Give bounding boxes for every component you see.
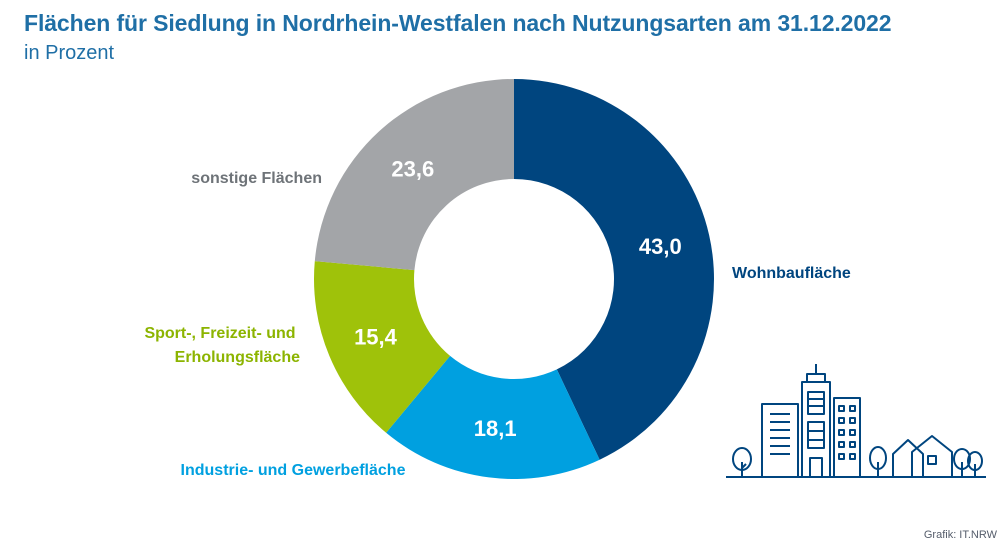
- category-label-sport-line1: Sport-, Freizeit- und: [144, 325, 295, 342]
- value-label-industrie: 18,1: [474, 416, 517, 441]
- slice-sonstige: [314, 79, 514, 271]
- category-label-industrie: Industrie- und Gewerbefläche: [181, 462, 406, 479]
- slice-values: 43,0 18,1 15,4 23,6: [354, 156, 682, 441]
- slice-industrie: [386, 355, 600, 479]
- value-label-wohnbau: 43,0: [639, 234, 682, 259]
- source-credit: Grafik: IT.NRW: [923, 529, 997, 541]
- category-label-sonstige: sonstige Flächen: [191, 170, 322, 187]
- donut-slices: [314, 79, 714, 479]
- chart-subtitle: in Prozent: [24, 42, 115, 64]
- value-label-sport: 15,4: [354, 325, 398, 350]
- category-label-sport: Sport-, Freizeit- und Erholungsfläche: [144, 325, 300, 366]
- city-skyline-icon: [726, 364, 986, 478]
- value-label-sonstige: 23,6: [391, 156, 434, 181]
- slice-wohnbau: [514, 79, 714, 460]
- category-label-sport-line2: Erholungsfläche: [175, 349, 300, 366]
- category-label-wohnbau: Wohnbaufläche: [732, 265, 851, 282]
- chart-title: Flächen für Siedlung in Nordrhein-Westfa…: [24, 10, 892, 36]
- slice-sport: [314, 261, 451, 433]
